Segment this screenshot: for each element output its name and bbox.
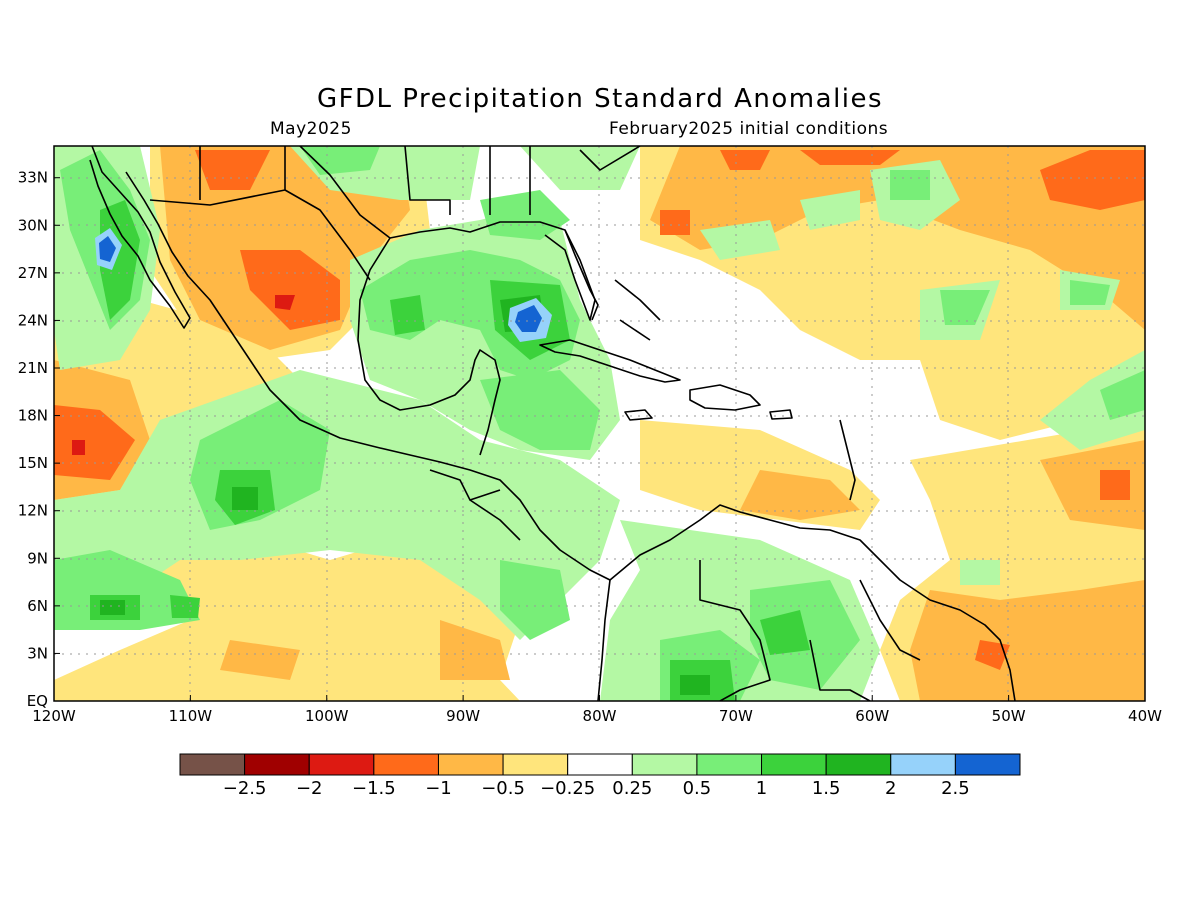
lon-tick-label: 110W bbox=[169, 707, 213, 725]
lon-tick-label: 80W bbox=[583, 707, 617, 725]
colorbar-label: −2.5 bbox=[223, 778, 267, 799]
colorbar-label: 0.25 bbox=[612, 778, 652, 799]
lat-tick-label: EQ bbox=[27, 692, 48, 710]
colorbar-label: 0.5 bbox=[683, 778, 712, 799]
lat-tick-label: 12N bbox=[18, 502, 48, 520]
colorbar-swatch bbox=[631, 753, 698, 776]
colorbar-label: 1.5 bbox=[812, 778, 841, 799]
coastlines bbox=[89, 146, 1016, 701]
forecast-month: May2025 bbox=[270, 119, 352, 139]
anomaly-blue bbox=[99, 236, 542, 332]
lon-tick-label: 100W bbox=[305, 707, 349, 725]
colorbar-label: 2.5 bbox=[941, 778, 970, 799]
lon-tick-label: 120W bbox=[32, 707, 76, 725]
longitude-ticks: 120W 110W 100W 90W 80W 70W 60W 50W 40W bbox=[32, 695, 1162, 725]
colorbar-swatch bbox=[437, 753, 504, 776]
anomaly-field bbox=[54, 146, 1145, 701]
lon-tick-label: 90W bbox=[446, 707, 480, 725]
anomaly-orange bbox=[54, 146, 1145, 701]
anomaly-red bbox=[72, 295, 295, 455]
colorbar-swatch bbox=[179, 753, 246, 776]
lat-tick-label: 9N bbox=[27, 549, 48, 567]
lon-tick-label: 70W bbox=[719, 707, 753, 725]
colorbar-label: −1 bbox=[425, 778, 452, 799]
colorbar-swatch bbox=[954, 753, 1021, 776]
colorbar-label: −2 bbox=[296, 778, 323, 799]
colorbar: −2.5 −2 −1.5 −1 −0.5 −0.25 0.25 0.5 1 1.5 2 2.5 bbox=[179, 753, 1021, 799]
colorbar-label: −0.5 bbox=[481, 778, 525, 799]
colorbar-swatch bbox=[373, 753, 439, 776]
initial-conditions-label: February2025 initial conditions bbox=[609, 119, 889, 139]
anomaly-dark-orange bbox=[54, 150, 1145, 670]
lon-tick-label: 60W bbox=[855, 707, 889, 725]
colorbar-swatch bbox=[567, 753, 633, 776]
colorbar-swatch bbox=[761, 753, 827, 776]
lat-tick-label: 21N bbox=[18, 359, 48, 377]
colorbar-label: −1.5 bbox=[352, 778, 396, 799]
colorbar-label: 1 bbox=[756, 778, 767, 799]
colorbar-swatch bbox=[890, 753, 956, 776]
colorbar-swatch bbox=[308, 753, 375, 776]
lat-tick-label: 3N bbox=[27, 644, 48, 662]
lon-tick-label: 50W bbox=[992, 707, 1026, 725]
colorbar-swatch bbox=[825, 753, 892, 776]
latitude-ticks: EQ 3N 6N 9N 12N 15N 18N 21N 24N 27N 30N 33N bbox=[18, 169, 60, 710]
colorbar-label: 2 bbox=[885, 778, 896, 799]
lat-tick-label: 15N bbox=[18, 454, 48, 472]
lat-tick-label: 27N bbox=[18, 264, 48, 282]
colorbar-label: −0.25 bbox=[540, 778, 595, 799]
colorbar-swatch bbox=[696, 753, 763, 776]
colorbar-swatch bbox=[244, 753, 310, 776]
lat-tick-label: 33N bbox=[18, 169, 48, 187]
colorbar-swatch bbox=[502, 753, 569, 776]
lat-tick-label: 6N bbox=[27, 597, 48, 615]
lat-tick-label: 18N bbox=[18, 407, 48, 425]
lat-tick-label: 30N bbox=[18, 216, 48, 234]
lat-tick-label: 24N bbox=[18, 311, 48, 329]
lon-tick-label: 40W bbox=[1128, 707, 1162, 725]
map-grid bbox=[54, 146, 1145, 701]
chart-title: GFDL Precipitation Standard Anomalies bbox=[316, 84, 884, 114]
